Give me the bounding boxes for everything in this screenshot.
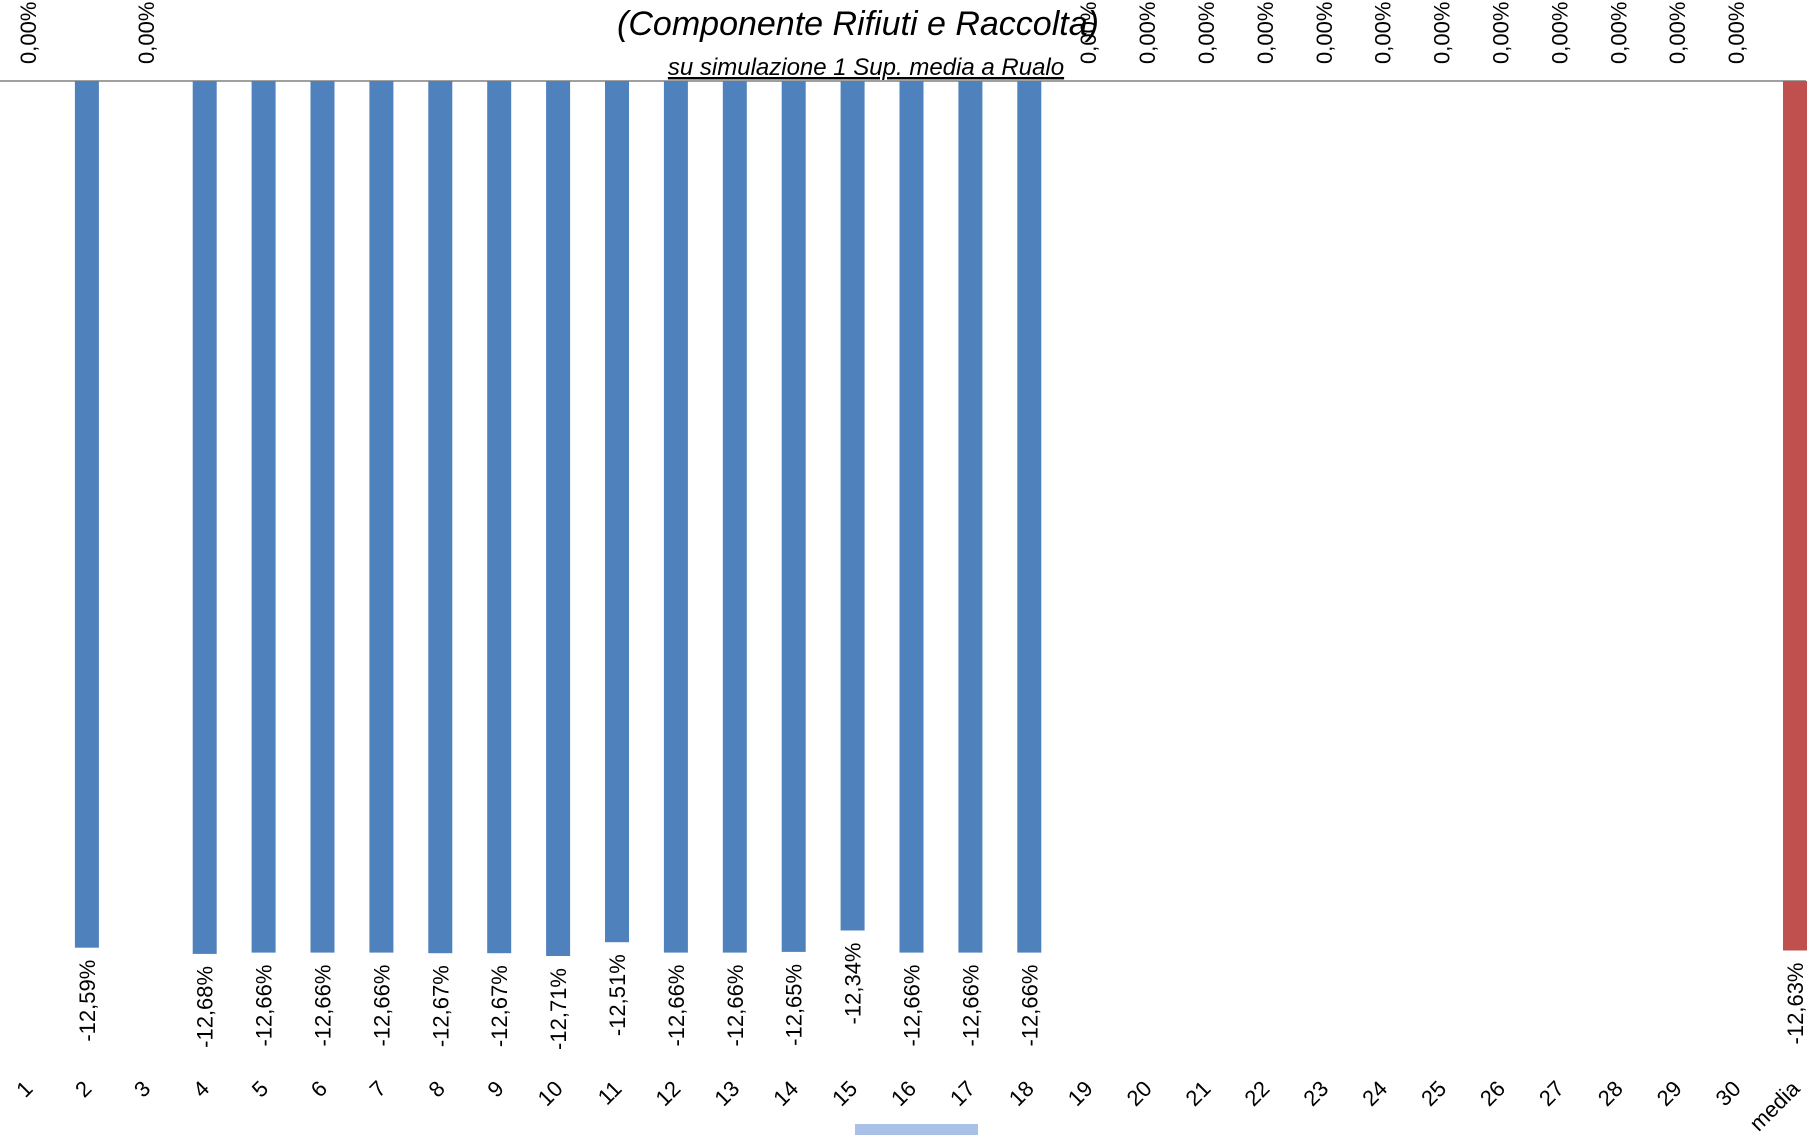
x-tick-1: 1: [11, 1076, 37, 1102]
data-label-8: -12,67%: [428, 965, 453, 1047]
x-tick-18: 18: [1004, 1076, 1039, 1111]
data-label-21: 0,00%: [1194, 2, 1219, 64]
bar-2: [74, 81, 99, 948]
x-tick-19: 19: [1063, 1076, 1098, 1111]
x-tick-21: 21: [1181, 1076, 1216, 1111]
x-tick-2: 2: [70, 1076, 96, 1102]
x-tick-11: 11: [593, 1076, 627, 1110]
chart-subtitle: su simulazione 1 Sup. media a Rualo: [668, 54, 1064, 81]
bar-18: [1017, 81, 1042, 953]
x-tick-29: 29: [1652, 1076, 1687, 1111]
x-tick-24: 24: [1357, 1076, 1392, 1111]
data-label-5: -12,66%: [252, 965, 277, 1047]
data-label-12: -12,66%: [664, 965, 689, 1047]
data-label-media: -12,63%: [1783, 963, 1808, 1045]
x-tick-30: 30: [1711, 1076, 1746, 1111]
data-label-11: -12,51%: [605, 954, 630, 1036]
data-label-20: 0,00%: [1135, 2, 1160, 64]
bar-media: [1783, 81, 1807, 951]
data-label-26: 0,00%: [1489, 2, 1514, 64]
data-label-16: -12,66%: [900, 965, 925, 1047]
data-label-17: -12,66%: [958, 965, 983, 1047]
bar-5: [251, 81, 276, 953]
x-tick-4: 4: [188, 1076, 214, 1102]
x-tick-27: 27: [1534, 1076, 1569, 1111]
bar-9: [487, 81, 512, 954]
data-label-9: -12,67%: [487, 965, 512, 1047]
x-tick-10: 10: [533, 1076, 568, 1111]
x-tick-12: 12: [650, 1076, 685, 1111]
data-label-24: 0,00%: [1371, 2, 1396, 64]
bar-17: [958, 81, 983, 953]
bar-series: [74, 81, 1807, 956]
data-label-7: -12,66%: [369, 965, 394, 1047]
data-label-2: -12,59%: [75, 960, 100, 1042]
x-tick-22: 22: [1239, 1076, 1274, 1111]
data-label-4: -12,68%: [193, 966, 218, 1048]
data-label-25: 0,00%: [1430, 2, 1455, 64]
x-tick-25: 25: [1416, 1076, 1451, 1111]
data-label-29: 0,00%: [1665, 2, 1690, 64]
data-label-14: -12,65%: [782, 964, 807, 1046]
x-tick-20: 20: [1122, 1076, 1157, 1111]
bar-12: [663, 81, 688, 953]
bar-14: [781, 81, 806, 952]
x-tick-6: 6: [306, 1076, 332, 1102]
data-label-13: -12,66%: [723, 965, 748, 1047]
data-label-10: -12,71%: [546, 968, 571, 1050]
x-tick-15: 15: [827, 1076, 862, 1111]
bar-7: [369, 81, 394, 953]
data-label-1: 0,00%: [16, 2, 41, 64]
bar-4: [192, 81, 217, 954]
x-tick-8: 8: [423, 1076, 449, 1102]
chart-title: (Componente Rifiuti e Raccolta): [617, 5, 1099, 43]
bar-16: [899, 81, 924, 953]
x-tick-9: 9: [482, 1076, 508, 1102]
bar-13: [722, 81, 747, 953]
bar-6: [310, 81, 335, 953]
data-label-6: -12,66%: [311, 965, 336, 1047]
data-label-22: 0,00%: [1253, 2, 1278, 64]
data-label-19: 0,00%: [1076, 2, 1101, 64]
data-label-3: 0,00%: [134, 2, 159, 64]
x-tick-13: 13: [709, 1076, 744, 1111]
data-label-15: -12,34%: [841, 943, 866, 1025]
x-tick-26: 26: [1475, 1076, 1510, 1111]
x-tick-16: 16: [886, 1076, 921, 1111]
x-tick-23: 23: [1298, 1076, 1333, 1111]
data-label-18: -12,66%: [1017, 965, 1042, 1047]
x-tick-media: media: [1744, 1075, 1805, 1135]
bar-8: [428, 81, 453, 954]
x-tick-3: 3: [129, 1076, 155, 1102]
bar-15: [840, 81, 865, 931]
bar-11: [605, 81, 629, 943]
x-tick-7: 7: [365, 1076, 391, 1102]
data-label-28: 0,00%: [1606, 2, 1631, 64]
data-label-30: 0,00%: [1724, 2, 1749, 64]
data-label-27: 0,00%: [1547, 2, 1572, 64]
x-tick-14: 14: [768, 1076, 803, 1111]
scroll-indicator[interactable]: [855, 1124, 978, 1135]
x-tick-5: 5: [247, 1076, 273, 1102]
x-tick-28: 28: [1593, 1076, 1628, 1111]
x-tick-17: 17: [945, 1076, 980, 1111]
data-labels: 0,00% -12,59% 0,00% -12,68% -12,66% -12,66% -1…: [16, 2, 1808, 1050]
data-label-23: 0,00%: [1312, 2, 1337, 64]
bar-10: [546, 81, 571, 956]
